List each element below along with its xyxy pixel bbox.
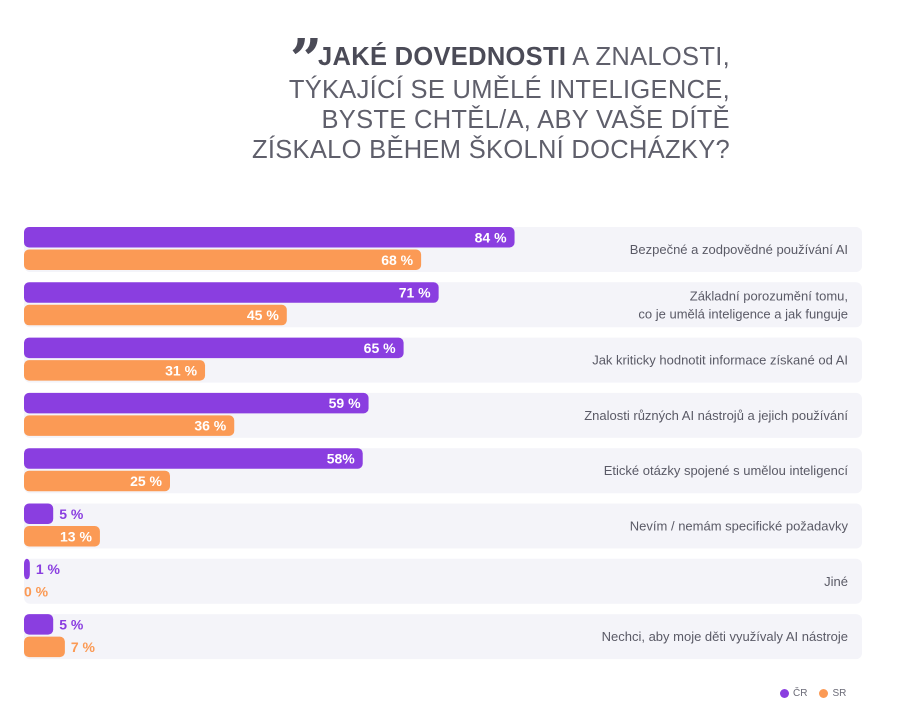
data-label-cr-0: 84 % <box>475 229 507 245</box>
category-label-0: Bezpečné a zodpovědné používání AI <box>630 242 848 257</box>
legend-swatch-sr <box>819 689 829 698</box>
data-label-cr-5: 5 % <box>59 506 84 522</box>
bar-cr-4 <box>24 448 363 469</box>
legend-item-sr: SR <box>819 688 846 699</box>
legend: ČR SR <box>780 688 852 699</box>
legend-label-sr: SR <box>832 688 847 699</box>
legend-label-cr: ČR <box>793 688 808 699</box>
category-label-2: Jak kriticky hodnotit informace získané … <box>592 353 848 368</box>
legend-swatch-cr <box>780 689 789 698</box>
bar-cr-6 <box>24 558 30 580</box>
bar-sr-4 <box>24 470 170 492</box>
data-label-sr-0: 68 % <box>381 252 413 268</box>
bar-cr-3 <box>24 392 369 414</box>
bar-cr-1 <box>24 282 439 303</box>
category-label-7: Nechci, aby moje děti využívaly AI nástr… <box>602 629 848 644</box>
data-label-sr-6: 0 % <box>24 584 49 600</box>
bar-sr-2 <box>24 360 206 381</box>
data-label-cr-3: 59 % <box>329 395 361 411</box>
category-label-6: Jiné <box>824 574 848 589</box>
title-bold: JAKÉ DOVEDNOSTI <box>318 43 567 71</box>
data-label-cr-6: 1 % <box>36 561 61 577</box>
category-label-1-1: co je umělá inteligence a jak funguje <box>638 306 848 321</box>
title-line-3: BYSTE CHTĚL/A, ABY VAŠE DÍTĚ <box>321 106 730 134</box>
data-label-cr-1: 71 % <box>399 285 431 301</box>
bar-sr-3 <box>24 415 235 436</box>
bar-cr-7 <box>24 614 54 635</box>
bar-cr-0 <box>24 227 515 248</box>
category-label-5: Nevím / nemám specifické požadavky <box>630 519 849 534</box>
bar-cr-2 <box>24 337 404 359</box>
data-label-cr-2: 65 % <box>364 340 396 356</box>
title-line-1-rest: A ZNALOSTI, <box>566 43 730 71</box>
row-background-6 <box>24 558 862 604</box>
bar-cr-5 <box>24 503 54 524</box>
legend-item-cr: ČR <box>780 688 807 699</box>
data-label-cr-7: 5 % <box>59 616 84 632</box>
row-background-5 <box>24 503 862 549</box>
data-label-sr-3: 36 % <box>194 418 226 434</box>
data-label-cr-4: 58% <box>327 450 356 466</box>
data-label-sr-4: 25 % <box>130 473 162 489</box>
bar-sr-1 <box>24 304 287 326</box>
data-label-sr-7: 7 % <box>71 639 96 655</box>
title-line-4: ZÍSKALO BĚHEM ŠKOLNÍ DOCHÁZKY? <box>251 136 730 164</box>
category-label-4: Etické otázky spojené s umělou inteligen… <box>604 463 849 478</box>
chart-title: ”JAKÉ DOVEDNOSTI A ZNALOSTI, TÝKAJÍCÍ SE… <box>150 32 730 165</box>
category-label-3: Znalosti různých AI nástrojů a jejich po… <box>584 408 848 423</box>
data-label-sr-2: 31 % <box>165 362 197 378</box>
title-line-2: TÝKAJÍCÍ SE UMĚLÉ INTELIGENCE, <box>288 76 730 104</box>
bar-sr-5 <box>24 526 100 547</box>
title-line-1: ”JAKÉ DOVEDNOSTI A ZNALOSTI, <box>150 32 730 88</box>
category-label-1-0: Základní porozumění tomu, <box>690 288 848 303</box>
row-background-7 <box>24 614 862 660</box>
bar-sr-7 <box>24 636 65 658</box>
bar-sr-0 <box>24 249 422 270</box>
data-label-sr-5: 13 % <box>60 528 92 544</box>
data-label-sr-1: 45 % <box>247 307 279 323</box>
